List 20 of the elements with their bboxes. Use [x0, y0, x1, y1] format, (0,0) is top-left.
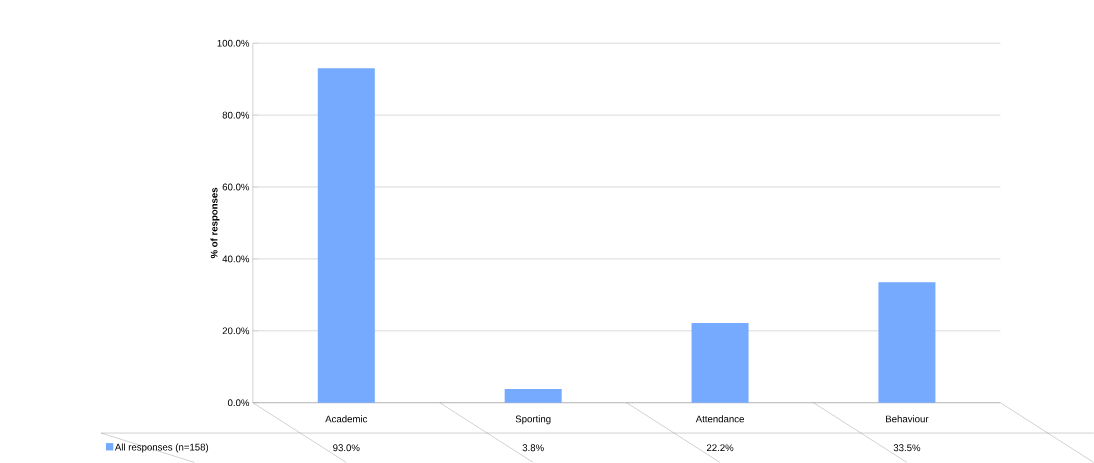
y-tick-label: 80.0% — [222, 111, 250, 119]
x-tick-label: Attendance — [695, 415, 744, 423]
x-tick-label: Behaviour — [886, 415, 929, 423]
y-tick-label: 40.0% — [222, 255, 250, 263]
data-label: 22.2% — [706, 444, 734, 452]
y-tick-label: 20.0% — [222, 327, 250, 335]
x-tick-label: Sporting — [515, 415, 551, 425]
bar — [504, 389, 562, 403]
bar — [691, 323, 749, 403]
data-label: 3.8% — [522, 444, 544, 452]
y-tick-label: 100.0% — [217, 39, 250, 47]
y-tick-label: 60.0% — [222, 183, 250, 191]
bar — [878, 282, 936, 403]
x-tick-label: Academic — [325, 415, 368, 423]
y-axis-title: % of responses — [210, 187, 220, 259]
bar — [317, 68, 375, 403]
data-label: 93.0% — [333, 444, 360, 452]
y-tick-label: 0.0% — [227, 399, 250, 407]
legend-label: All responses (n=158) — [114, 443, 209, 453]
data-label: 33.5% — [893, 444, 921, 452]
